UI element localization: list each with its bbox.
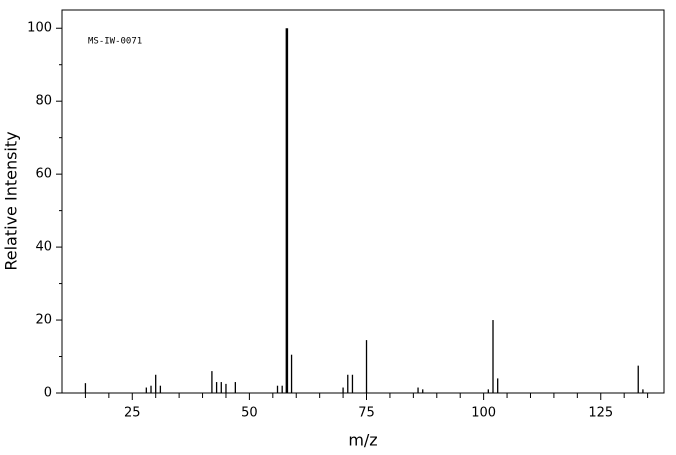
x-tick-label: 100 xyxy=(471,406,496,421)
annotation: MS-IW-0071 xyxy=(88,37,142,47)
x-axis-label: m/z xyxy=(348,431,377,450)
y-tick-label: 60 xyxy=(35,167,52,182)
y-tick-label: 0 xyxy=(44,386,52,401)
x-tick-label: 50 xyxy=(241,406,258,421)
y-tick-label: 80 xyxy=(35,94,52,109)
x-tick-label: 75 xyxy=(358,406,375,421)
plot-frame xyxy=(61,9,665,394)
y-tick-label: 100 xyxy=(27,21,52,36)
y-axis-label: Relative Intensity xyxy=(2,131,21,270)
x-tick-label: 125 xyxy=(588,406,613,421)
y-tick-label: 20 xyxy=(35,313,52,328)
x-tick-label: 25 xyxy=(124,406,141,421)
y-tick-label: 40 xyxy=(35,240,52,255)
